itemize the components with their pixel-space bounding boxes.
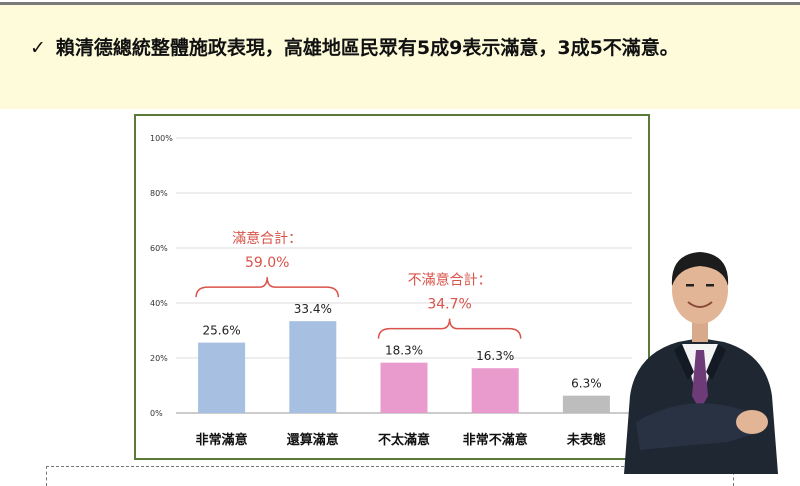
y-tick-label: 0% [150, 409, 163, 418]
data-label: 33.4% [294, 302, 332, 316]
bar [198, 342, 246, 413]
check-icon: ✓ [30, 37, 46, 59]
annotation-label: 滿意合計： [232, 230, 302, 247]
annotation-label: 不滿意合計： [408, 272, 492, 289]
bar [380, 362, 428, 413]
y-tick-label: 40% [150, 299, 168, 308]
bar [289, 321, 337, 413]
annotation-brace [377, 318, 522, 339]
headline: ✓ 賴清德總統整體施政表現，高雄地區民眾有5成9表示滿意，3成5不滿意。 [30, 33, 790, 63]
data-label: 18.3% [385, 344, 423, 358]
headline-text: 賴清德總統整體施政表現，高雄地區民眾有5成9表示滿意，3成5不滿意。 [55, 37, 679, 59]
headline-band: ✓ 賴清德總統整體施政表現，高雄地區民眾有5成9表示滿意，3成5不滿意。 [0, 5, 800, 109]
data-label: 25.6% [203, 324, 241, 338]
annotation-brace [195, 277, 340, 298]
bar [562, 395, 610, 413]
x-tick-label: 未表態 [566, 432, 606, 448]
data-label: 16.3% [476, 349, 514, 363]
chart-frame: 0% 20% 40% 60% 80% 100% 25.6% 非常滿意 33.4% 還算滿意 18.3… [134, 114, 650, 460]
bar [471, 368, 519, 413]
person-portrait-icon [624, 252, 778, 474]
x-tick-label: 不太滿意 [378, 432, 430, 448]
x-tick-label: 非常滿意 [196, 432, 248, 448]
annotation-value: 59.0% [245, 255, 289, 271]
data-label: 6.3% [571, 377, 602, 391]
x-tick-label: 非常不滿意 [463, 432, 528, 448]
annotation-value: 34.7% [427, 297, 471, 313]
y-tick-label: 100% [150, 134, 173, 143]
y-tick-label: 60% [150, 244, 168, 253]
y-tick-label: 80% [150, 189, 168, 198]
x-tick-label: 還算滿意 [287, 432, 339, 448]
top-rule [0, 2, 800, 5]
bar-chart: 0% 20% 40% 60% 80% 100% 25.6% 非常滿意 33.4% 還算滿意 18.3… [150, 134, 632, 448]
y-tick-label: 20% [150, 354, 168, 363]
